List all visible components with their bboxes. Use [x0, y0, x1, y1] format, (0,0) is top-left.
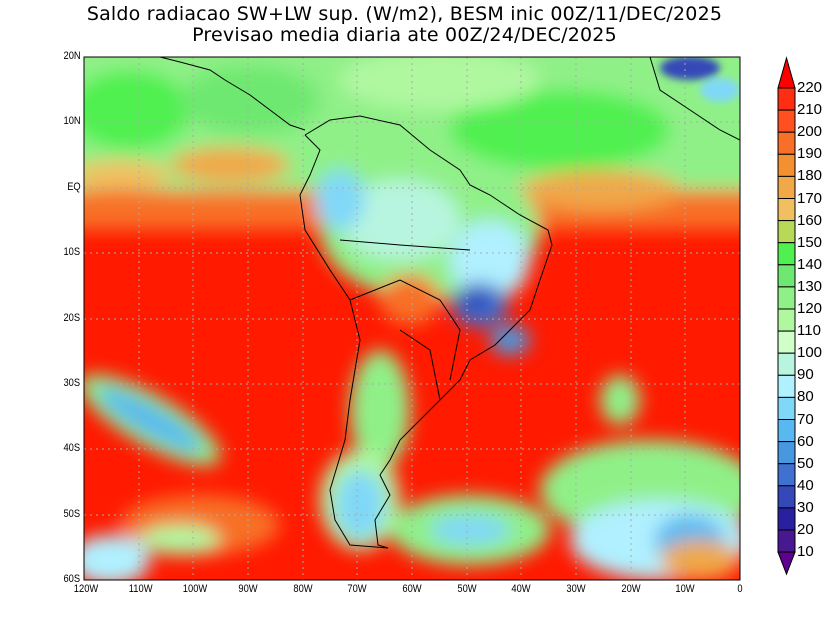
- lat-label: 10N: [63, 115, 81, 128]
- lon-label: 90W: [238, 583, 258, 595]
- radiation-field: [84, 57, 740, 580]
- colorbar-label: 210: [797, 101, 823, 119]
- colorbar-box: [777, 175, 796, 199]
- colorbar-box: [777, 396, 796, 420]
- colorbar-box: [777, 153, 796, 177]
- lat-label: 20N: [63, 50, 81, 62]
- lon-label: 20W: [621, 583, 641, 595]
- colorbar-box: [777, 463, 796, 487]
- colorbar-label: 50: [797, 454, 814, 472]
- colorbar-label: 130: [797, 277, 823, 295]
- colorbar-box: [777, 264, 796, 288]
- lat-label: EQ: [67, 180, 81, 193]
- colorbar-label: 20: [797, 521, 814, 538]
- colorbar-label: 120: [797, 300, 823, 317]
- lat-label: 10S: [63, 246, 81, 259]
- colorbar-label: 80: [797, 388, 814, 406]
- lon-label: 50W: [457, 583, 477, 595]
- colorbar-label: 10: [797, 543, 814, 561]
- colorbar-box: [777, 529, 796, 553]
- colorbar-label: 220: [797, 79, 823, 96]
- colorbar-label: 30: [797, 498, 814, 516]
- lat-label: 30S: [63, 377, 81, 389]
- colorbar-box: [777, 419, 796, 443]
- colorbar-label: 40: [797, 476, 814, 494]
- chart-subtitle: Previsao media diaria ate 00Z/24/DEC/202…: [192, 24, 617, 46]
- colorbar-label: 180: [797, 167, 823, 185]
- colorbar-label: 140: [797, 255, 823, 273]
- chart-title: Saldo radiacao SW+LW sup. (W/m2), BESM i…: [86, 3, 723, 25]
- lat-label: 60S: [63, 573, 81, 586]
- plot-frame: [83, 56, 741, 581]
- colorbar-box: [777, 220, 796, 244]
- colorbar-label: 110: [797, 322, 821, 340]
- colorbar: [777, 56, 796, 576]
- lon-label: 100W: [183, 583, 208, 595]
- colorbar-label: 70: [797, 410, 814, 428]
- lon-label: 0: [737, 583, 743, 595]
- coastlines: [159, 57, 740, 549]
- colorbar-arrow-top: [777, 56, 796, 89]
- colorbar-arrow-bottom: [777, 551, 796, 576]
- colorbar-box: [777, 507, 796, 531]
- colorbar-box: [777, 198, 796, 222]
- lon-label: 120W: [73, 583, 99, 595]
- colorbar-box: [777, 109, 796, 133]
- colorbar-label: 60: [797, 432, 814, 450]
- colorbar-label: 170: [797, 189, 823, 207]
- colorbar-box: [777, 131, 796, 155]
- lon-label: 60W: [402, 583, 422, 595]
- colorbar-box: [777, 330, 796, 354]
- colorbar-box: [777, 308, 796, 332]
- lon-label: 10W: [675, 583, 695, 595]
- lon-label: 40W: [511, 583, 531, 595]
- colorbar-box: [777, 87, 796, 111]
- colorbar-box: [777, 286, 796, 310]
- colorbar-label: 90: [797, 366, 814, 384]
- colorbar-label: 150: [797, 233, 823, 251]
- colorbar-label: 190: [797, 145, 823, 163]
- lon-label: 110W: [128, 583, 153, 595]
- colorbar-label: 200: [797, 123, 823, 141]
- colorbar-label: 160: [797, 211, 823, 229]
- grid-lines: [84, 57, 740, 580]
- lon-label: 80W: [293, 583, 313, 595]
- lat-label: 20S: [63, 311, 81, 324]
- colorbar-box: [777, 374, 796, 398]
- colorbar-label: 100: [797, 344, 823, 362]
- lon-label: 30W: [566, 583, 586, 595]
- lon-label: 70W: [347, 583, 367, 595]
- lat-label: 40S: [63, 442, 81, 455]
- colorbar-box: [777, 242, 796, 266]
- colorbar-box: [777, 352, 796, 376]
- colorbar-box: [777, 441, 796, 465]
- colorbar-box: [777, 485, 796, 509]
- lat-label: 50S: [63, 507, 81, 520]
